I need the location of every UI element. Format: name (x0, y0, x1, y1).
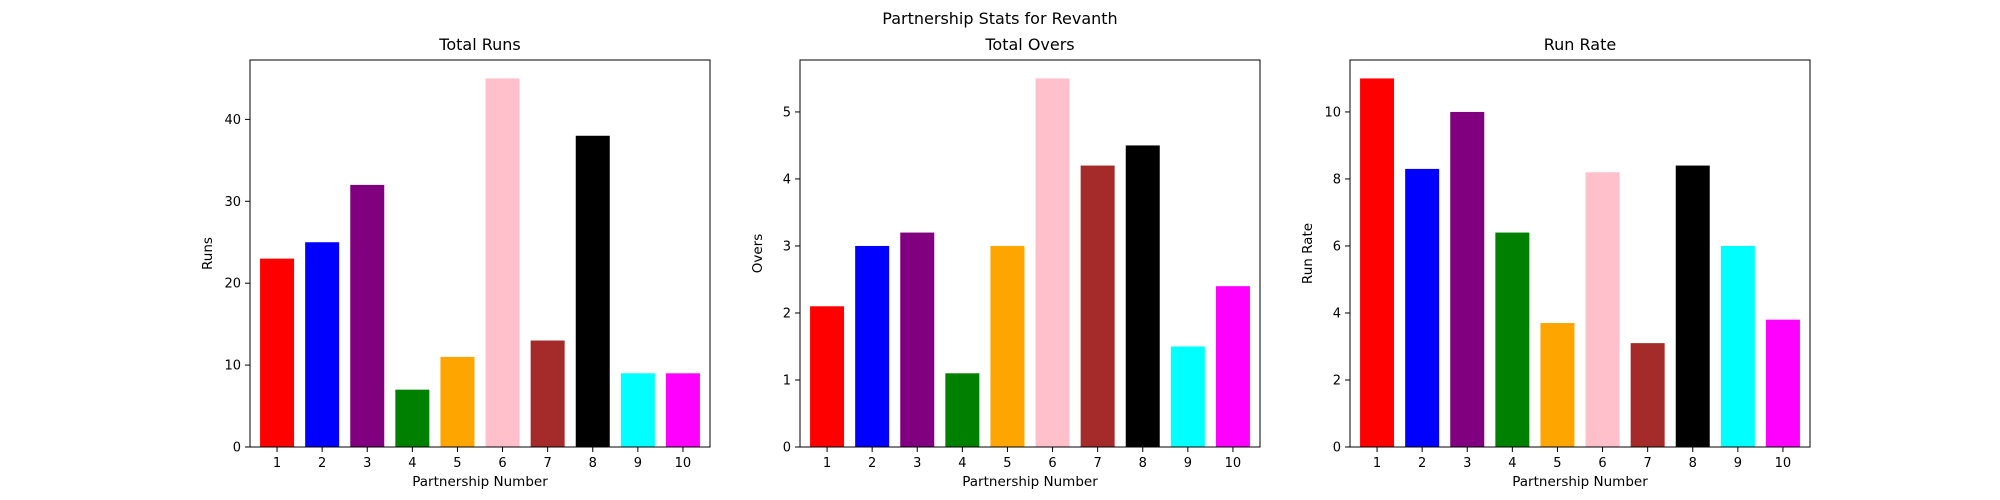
bar-run-rate-4 (1495, 232, 1530, 447)
x-tick-label-total-runs-9: 9 (634, 456, 642, 471)
bar-total-overs-2 (855, 245, 890, 447)
bar-run-rate-2 (1405, 168, 1440, 447)
x-tick-label-total-runs-6: 6 (498, 456, 506, 471)
y-tick-label-run-rate-6: 6 (1333, 239, 1341, 254)
bar-run-rate-10 (1765, 319, 1800, 447)
x-tick-label-run-rate-8: 8 (1689, 456, 1697, 471)
bar-total-overs-10 (1215, 286, 1250, 447)
bar-run-rate-8 (1675, 165, 1710, 448)
bar-total-overs-4 (945, 373, 980, 447)
y-tick-label-total-overs-1: 1 (783, 373, 791, 388)
bar-run-rate-9 (1720, 245, 1755, 447)
y-tick-label-total-overs-0: 0 (783, 441, 791, 456)
bar-run-rate-5 (1540, 323, 1575, 447)
bar-total-overs-9 (1170, 346, 1205, 447)
y-tick-label-total-overs-2: 2 (783, 306, 791, 321)
chart-panel-run-rate: 1 2 3 4 5 6 7 8 9 10 0 2 4 6 8 10 Run Rate Partnership Nu… (1300, 35, 1811, 490)
x-tick-label-total-overs-4: 4 (958, 456, 966, 471)
x-axis-label-total-overs: Partnership Number (962, 474, 1098, 490)
x-tick-label-total-overs-6: 6 (1048, 456, 1056, 471)
bar-total-overs-8 (1125, 145, 1160, 447)
x-tick-label-run-rate-4: 4 (1508, 456, 1516, 471)
plot-frame-total-overs (799, 59, 1261, 448)
bar-run-rate-3 (1450, 111, 1485, 447)
plot-frame-total-runs (249, 59, 711, 448)
y-tick-label-total-overs-5: 5 (783, 105, 791, 120)
y-tick-label-total-overs-4: 4 (783, 172, 791, 187)
y-tick-label-total-runs-30: 30 (224, 195, 241, 210)
plot-frame-run-rate (1349, 59, 1811, 448)
bar-run-rate-1 (1360, 78, 1395, 448)
bar-total-runs-4 (395, 389, 430, 447)
x-axis-label-run-rate: Partnership Number (1512, 474, 1648, 490)
x-tick-label-total-runs-10: 10 (675, 456, 692, 471)
x-tick-label-total-runs-2: 2 (318, 456, 326, 471)
bar-total-runs-8 (575, 135, 610, 447)
x-tick-label-total-overs-10: 10 (1225, 456, 1242, 471)
bar-total-runs-3 (350, 184, 385, 447)
bar-total-overs-6 (1035, 78, 1070, 448)
x-tick-label-total-overs-1: 1 (823, 456, 831, 471)
chart-panel-total-runs: 1 2 3 4 5 6 7 8 9 10 0 10 20 30 40 Total Runs Partnershi… (200, 35, 711, 490)
bar-total-runs-9 (620, 373, 655, 447)
bar-total-overs-3 (900, 232, 935, 447)
x-tick-label-total-runs-1: 1 (273, 456, 281, 471)
y-tick-label-run-rate-8: 8 (1333, 172, 1341, 187)
y-tick-label-total-runs-0: 0 (233, 441, 241, 456)
panel-title-total-overs: Total Overs (984, 35, 1074, 54)
bar-run-rate-7 (1630, 343, 1665, 447)
y-tick-label-run-rate-4: 4 (1333, 306, 1341, 321)
x-tick-label-total-overs-8: 8 (1139, 456, 1147, 471)
x-tick-label-total-overs-9: 9 (1184, 456, 1192, 471)
x-tick-label-total-overs-2: 2 (868, 456, 876, 471)
x-tick-label-total-overs-5: 5 (1003, 456, 1011, 471)
x-axis-label-total-runs: Partnership Number (412, 474, 548, 490)
panel-title-run-rate: Run Rate (1544, 35, 1616, 54)
y-tick-label-total-overs-3: 3 (783, 239, 791, 254)
x-tick-label-run-rate-9: 9 (1734, 456, 1742, 471)
y-axis-label-run-rate: Run Rate (1300, 223, 1316, 284)
bar-total-runs-6 (485, 78, 520, 448)
bar-total-runs-1 (260, 258, 295, 447)
x-tick-label-total-runs-8: 8 (589, 456, 597, 471)
x-tick-label-total-runs-4: 4 (408, 456, 416, 471)
x-tick-label-run-rate-3: 3 (1463, 456, 1471, 471)
x-tick-label-total-overs-3: 3 (913, 456, 921, 471)
bar-total-overs-7 (1080, 165, 1115, 448)
chart-panel-total-overs: 1 2 3 4 5 6 7 8 9 10 0 1 2 3 4 5 Total Overs Partnership … (750, 35, 1261, 490)
y-tick-label-run-rate-10: 10 (1324, 105, 1341, 120)
bar-run-rate-6 (1585, 172, 1620, 447)
x-tick-label-run-rate-1: 1 (1373, 456, 1381, 471)
x-tick-label-run-rate-7: 7 (1644, 456, 1652, 471)
bar-total-overs-1 (810, 306, 845, 447)
bar-total-runs-10 (665, 373, 700, 447)
x-tick-label-total-runs-3: 3 (363, 456, 371, 471)
x-tick-label-total-overs-7: 7 (1094, 456, 1102, 471)
panel-title-total-runs: Total Runs (438, 35, 520, 54)
bar-total-runs-2 (305, 242, 340, 447)
x-tick-label-run-rate-10: 10 (1775, 456, 1792, 471)
y-axis-label-total-overs: Overs (750, 234, 766, 274)
y-tick-label-total-runs-10: 10 (224, 359, 241, 374)
bar-total-overs-5 (990, 245, 1025, 447)
y-tick-label-total-runs-40: 40 (224, 113, 241, 128)
bar-total-runs-7 (530, 340, 565, 447)
y-axis-label-total-runs: Runs (200, 237, 216, 270)
y-tick-label-total-runs-20: 20 (224, 277, 241, 292)
x-tick-label-total-runs-7: 7 (544, 456, 552, 471)
figure-suptitle: Partnership Stats for Revanth (882, 9, 1117, 28)
x-tick-label-total-runs-5: 5 (453, 456, 461, 471)
x-tick-label-run-rate-6: 6 (1598, 456, 1606, 471)
x-tick-label-run-rate-2: 2 (1418, 456, 1426, 471)
y-tick-label-run-rate-0: 0 (1333, 441, 1341, 456)
x-tick-label-run-rate-5: 5 (1553, 456, 1561, 471)
bar-total-runs-5 (440, 356, 475, 447)
y-tick-label-run-rate-2: 2 (1333, 373, 1341, 388)
